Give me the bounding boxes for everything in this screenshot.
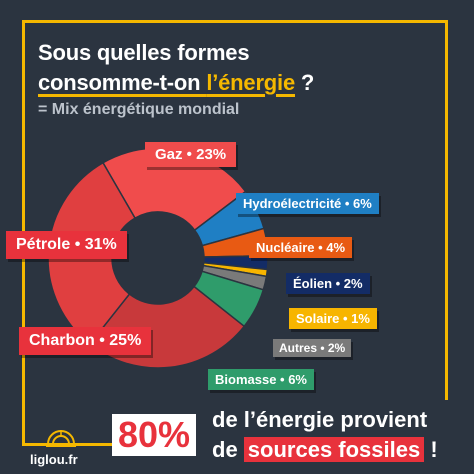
label-petrole: Pétrole • 31% xyxy=(6,231,127,259)
sunrise-logo-icon xyxy=(46,430,76,447)
label-hydroelectricite: Hydroélectricité • 6% xyxy=(236,193,379,214)
footer-line-2: de sources fossiles ! xyxy=(212,437,438,463)
footer-line-1: de l’énergie provient xyxy=(212,407,428,432)
brand-name: liglou.fr xyxy=(30,452,78,467)
label-solaire: Solaire • 1% xyxy=(289,308,377,329)
footer-part-a: de xyxy=(212,437,244,462)
title-part-b: ? xyxy=(295,70,315,95)
title-line-1: Sous quelles formes xyxy=(38,40,250,65)
footer-part-b: ! xyxy=(424,437,438,462)
label-eolien: Éolien • 2% xyxy=(286,273,370,294)
label-charbon: Charbon • 25% xyxy=(19,327,152,355)
label-gaz: Gaz • 23% xyxy=(145,142,237,167)
title-accent: l’énergie xyxy=(206,70,295,95)
title-part-a: consomme-t-on xyxy=(38,70,207,95)
subtitle: = Mix énergétique mondial xyxy=(38,101,240,118)
title-line-2: consomme-t-on l’énergie ? xyxy=(38,70,314,96)
label-autres: Autres • 2% xyxy=(273,339,352,357)
label-biomasse: Biomasse • 6% xyxy=(208,369,314,390)
fossil-percentage: 80% xyxy=(112,414,197,456)
slice-gaz xyxy=(101,147,247,232)
label-nucleaire: Nucléaire • 4% xyxy=(249,237,353,258)
footer-highlight: sources fossiles xyxy=(243,437,425,462)
